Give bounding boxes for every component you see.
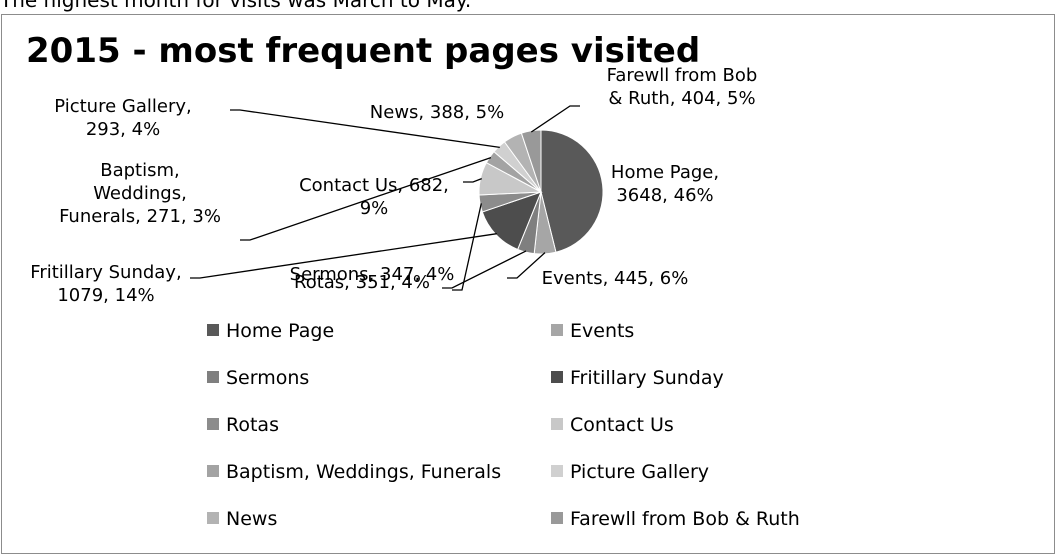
legend-swatch-news [207,512,219,524]
legend-label-picture-gallery: Picture Gallery [570,461,709,483]
data-label-contact-us: Contact Us, 682, 9% [299,175,449,219]
legend-swatch-sermons [207,371,219,383]
leader-line-fritillary-sunday [190,233,497,279]
legend-label-news: News [226,508,277,530]
legend-label-home-page: Home Page [226,320,334,342]
legend-swatch-picture-gallery [551,465,563,477]
data-label-picture-gallery: Picture Gallery, 293, 4% [54,96,191,140]
pie-chart: 2015 - most frequent pages visited Home … [26,31,800,530]
leader-line-contact-us [463,177,482,183]
data-label-farewll-from-bob-ruth: Farewll from Bob & Ruth, 404, 5% [607,65,758,109]
legend-item-events: Events [551,320,634,342]
legend-item-news: News [207,508,277,530]
legend-swatch-baptism-weddings-funerals [207,465,219,477]
leader-line-picture-gallery [230,109,500,149]
legend-swatch-home-page [207,324,219,336]
legend-label-baptism-weddings-funerals: Baptism, Weddings, Funerals [226,461,501,483]
legend-swatch-farewll-from-bob-ruth [551,512,563,524]
legend-item-picture-gallery: Picture Gallery [551,461,709,483]
legend-item-baptism-weddings-funerals: Baptism, Weddings, Funerals [207,461,501,483]
data-label-sermons: Sermons, 347, 4% [290,264,455,285]
leader-line-baptism-weddings-funerals [240,156,492,241]
data-label-events: Events, 445, 6% [542,268,689,289]
legend-item-farewll-from-bob-ruth: Farewll from Bob & Ruth [551,508,800,530]
legend-item-contact-us: Contact Us [551,414,674,436]
legend-item-fritillary-sunday: Fritillary Sunday [551,367,724,389]
data-label-news: News, 388, 5% [370,102,504,123]
data-label-rotas: Rotas, 351, 4% [294,272,430,293]
leader-line-rotas [452,203,482,291]
legend-label-events: Events [570,320,634,342]
legend-label-contact-us: Contact Us [570,414,674,436]
intro-text: The highest month for visits was March t… [0,0,472,12]
legend-item-sermons: Sermons [207,367,309,389]
legend-label-rotas: Rotas [226,414,279,436]
legend-swatch-contact-us [551,418,563,430]
legend-swatch-events [551,324,563,336]
legend-label-farewll-from-bob-ruth: Farewll from Bob & Ruth [570,508,800,530]
legend: Home Page Events Sermons Fritillary Sunday R… [207,320,800,530]
leader-line-sermons [442,250,527,289]
legend-item-home-page: Home Page [207,320,334,342]
leader-line-farewll-from-bob-ruth [530,105,580,133]
pie-slice-home-page [540,129,604,253]
pie-slice-farewll-from-bob-ruth [520,129,542,193]
leader-lines [190,105,580,291]
legend-label-sermons: Sermons [226,367,309,389]
legend-label-fritillary-sunday: Fritillary Sunday [570,367,724,389]
data-labels: Home Page, 3648, 46% Events, 445, 6% Sermon… [30,65,757,306]
data-label-fritillary-sunday: Fritillary Sunday, 1079, 14% [30,262,181,306]
data-label-home-page: Home Page, 3648, 46% [611,162,719,206]
data-label-baptism-weddings-funerals: Baptism, Weddings, Funerals, 271, 3% [59,160,221,227]
leader-line-events [507,252,546,279]
pie-slices [478,129,604,255]
legend-swatch-fritillary-sunday [551,371,563,383]
chart-title: 2015 - most frequent pages visited [26,31,700,71]
chart-frame [1,14,1055,554]
legend-swatch-rotas [207,418,219,430]
legend-item-rotas: Rotas [207,414,279,436]
